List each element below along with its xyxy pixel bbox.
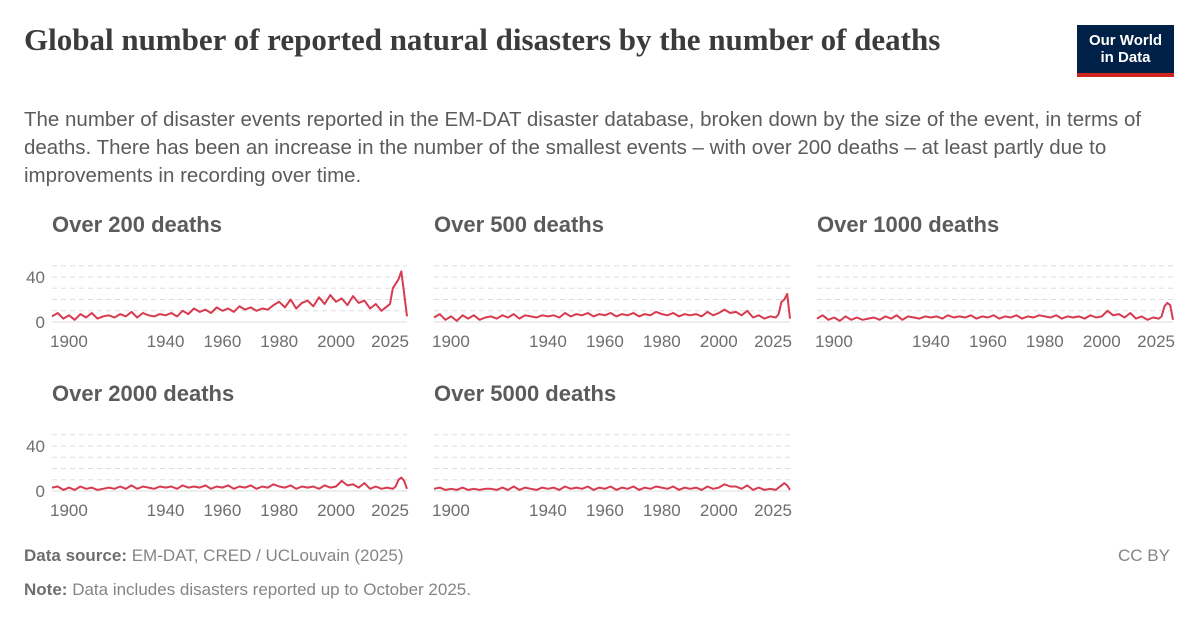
data-source-label: Data source: bbox=[24, 546, 127, 565]
x-tick-label: 1960 bbox=[203, 332, 241, 351]
data-source-text[interactable]: EM-DAT, CRED / UCLouvain (2025) bbox=[131, 546, 404, 565]
note-text: Data includes disasters reported up to O… bbox=[72, 580, 471, 599]
x-tick-label: 1980 bbox=[260, 501, 298, 520]
x-tick-label: 2025 bbox=[754, 501, 792, 520]
x-tick-label: 2000 bbox=[317, 332, 355, 351]
data-source-line: Data source: EM-DAT, CRED / UCLouvain (2… bbox=[24, 546, 404, 566]
logo-line-2: in Data bbox=[1100, 49, 1151, 66]
series-line bbox=[51, 270, 408, 321]
x-tick-label: 1940 bbox=[147, 332, 185, 351]
x-tick-label: 1980 bbox=[1026, 332, 1064, 351]
x-tick-label: 1900 bbox=[50, 501, 88, 520]
x-tick-label: 1960 bbox=[586, 332, 624, 351]
panel-title: Over 2000 deaths bbox=[52, 381, 234, 406]
y-tick-label: 0 bbox=[36, 482, 45, 501]
series-line bbox=[51, 476, 408, 491]
x-tick-label: 1960 bbox=[586, 501, 624, 520]
x-tick-label: 2025 bbox=[1137, 332, 1175, 351]
logo-line-1: Our World bbox=[1088, 32, 1163, 49]
x-tick-label: 1940 bbox=[147, 501, 185, 520]
x-tick-label: 1900 bbox=[432, 501, 470, 520]
x-tick-label: 2000 bbox=[700, 332, 738, 351]
x-tick-label: 1960 bbox=[203, 501, 241, 520]
x-tick-label: 2000 bbox=[1083, 332, 1121, 351]
x-tick-label: 1940 bbox=[912, 332, 950, 351]
x-tick-label: 1900 bbox=[815, 332, 853, 351]
note-line: Note: Data includes disasters reported u… bbox=[24, 580, 471, 600]
series-line bbox=[433, 292, 791, 322]
license-link[interactable]: CC BY bbox=[1118, 546, 1170, 565]
chart-title: Global number of reported natural disast… bbox=[24, 22, 941, 57]
y-tick-label: 0 bbox=[36, 313, 45, 332]
panel-title: Over 200 deaths bbox=[52, 212, 222, 237]
x-tick-label: 1980 bbox=[643, 501, 681, 520]
x-tick-label: 2025 bbox=[754, 332, 792, 351]
panel-title: Over 1000 deaths bbox=[817, 212, 999, 237]
x-tick-label: 2000 bbox=[700, 501, 738, 520]
x-tick-label: 1940 bbox=[529, 332, 567, 351]
x-tick-label: 2025 bbox=[371, 332, 409, 351]
x-tick-label: 1960 bbox=[969, 332, 1007, 351]
series-line bbox=[816, 301, 1174, 322]
note-label: Note: bbox=[24, 580, 68, 599]
panel-title: Over 500 deaths bbox=[434, 212, 604, 237]
panel-title: Over 5000 deaths bbox=[434, 381, 616, 406]
x-tick-label: 1980 bbox=[643, 332, 681, 351]
x-tick-label: 1940 bbox=[529, 501, 567, 520]
x-tick-label: 2025 bbox=[371, 501, 409, 520]
x-tick-label: 1900 bbox=[432, 332, 470, 351]
y-tick-label: 40 bbox=[26, 268, 45, 287]
x-tick-label: 1900 bbox=[50, 332, 88, 351]
owid-logo[interactable]: Our World in Data bbox=[1077, 25, 1174, 77]
y-tick-label: 40 bbox=[26, 437, 45, 456]
x-tick-label: 2000 bbox=[317, 501, 355, 520]
chart-subtitle: The number of disaster events reported i… bbox=[24, 108, 1142, 187]
series-line bbox=[433, 482, 791, 491]
x-tick-label: 1980 bbox=[260, 332, 298, 351]
